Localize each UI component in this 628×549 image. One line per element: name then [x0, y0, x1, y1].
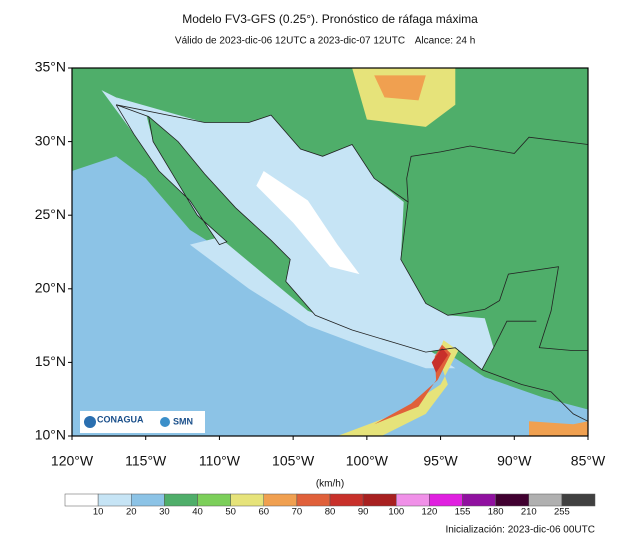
logo-icon [84, 416, 96, 428]
colorbar-label: 90 [358, 507, 369, 518]
lat-label: 15°N [35, 353, 66, 369]
lon-label: 110°W [199, 453, 241, 469]
colorbar-label: 100 [388, 507, 404, 518]
field-pacific [72, 156, 588, 436]
coastline [400, 178, 588, 352]
colorbar-box [296, 493, 331, 507]
colorbar-label: 60 [258, 507, 269, 518]
lon-label: 115°W [125, 453, 167, 469]
colorbar-box [197, 493, 231, 507]
colorbar-box [362, 493, 397, 507]
lat-label: 20°N [35, 280, 66, 296]
colorbar-box [329, 493, 364, 507]
lon-label: 90°W [497, 453, 532, 469]
colorbar-label: 50 [225, 507, 236, 518]
forecast-range: Alcance: 24 h [415, 36, 476, 47]
colorbar-box [495, 493, 529, 507]
coastline [481, 320, 537, 370]
lat-label: 25°N [35, 206, 66, 222]
lon-label: 95°W [423, 453, 458, 469]
colorbar-box [230, 493, 264, 507]
logo-box [80, 411, 205, 433]
colorbar-box [528, 493, 563, 507]
lat-label: 10°N [35, 427, 66, 443]
colorbar-label: 80 [325, 507, 336, 518]
valid-period: Válido de 2023-dic-06 12UTC a 2023-dic-0… [175, 36, 405, 47]
colorbar-label: 180 [488, 507, 504, 518]
lon-label: 105°W [272, 453, 315, 469]
colorbar-label: 30 [159, 507, 170, 518]
colorbar-unit: (km/h) [316, 479, 344, 490]
coastline [116, 104, 409, 203]
coastline [406, 136, 588, 179]
colorbar-label: 255 [554, 507, 570, 518]
field-coast [189, 237, 456, 369]
field-baja [101, 90, 227, 245]
lat-label: 35°N [35, 59, 66, 75]
map-frame [71, 67, 589, 437]
colorbar-label: 120 [421, 507, 437, 518]
colorbar-box [561, 493, 596, 507]
colorbar-box [131, 493, 165, 507]
colorbar-box [97, 493, 132, 507]
colorbar-label: 40 [192, 507, 203, 518]
lat-label: 30°N [35, 132, 66, 148]
logo-icon [160, 417, 170, 427]
field-gust-peak [431, 347, 448, 373]
colorbar-box [64, 493, 99, 507]
colorbar-label: 210 [521, 507, 537, 518]
map [72, 68, 588, 436]
init-time: Inicialización: 2023-dic-06 00UTC [445, 525, 595, 536]
logo-conagua: CONAGUA [97, 414, 144, 424]
field-caribbean [529, 421, 588, 436]
field-north-core [374, 75, 426, 101]
lon-label: 85°W [571, 453, 606, 469]
colorbar-box [164, 493, 198, 507]
lon-label: 100°W [346, 453, 389, 469]
colorbar-label: 10 [93, 507, 104, 518]
logo-smn: SMN [173, 416, 193, 426]
field-plateau [256, 171, 360, 275]
colorbar-box [396, 493, 430, 507]
colorbar-label: 20 [126, 507, 137, 518]
colorbar-label: 155 [455, 507, 471, 518]
title: Modelo FV3-GFS (0.25°). Pronóstico de rá… [182, 12, 478, 26]
colorbar-label: 70 [292, 507, 303, 518]
coastline [116, 104, 588, 422]
colorbar-box [429, 493, 463, 507]
colorbar-box [263, 493, 298, 507]
lon-label: 120°W [51, 453, 94, 469]
colorbar-box [462, 493, 496, 507]
coastline [115, 104, 228, 246]
